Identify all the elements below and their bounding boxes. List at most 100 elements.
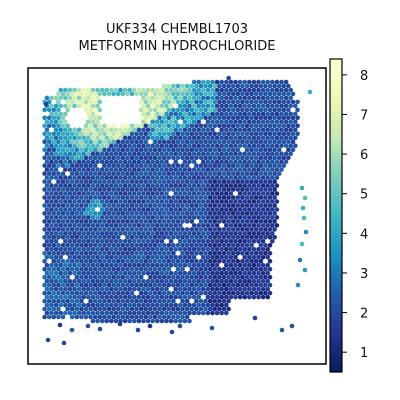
- spot: [258, 147, 264, 152]
- spot: [182, 127, 188, 133]
- spot: [138, 163, 144, 168]
- spot: [221, 266, 227, 272]
- spot: [138, 139, 144, 144]
- spot: [106, 203, 112, 208]
- spot: [161, 219, 167, 224]
- spot: [65, 107, 70, 113]
- spot: [148, 227, 153, 232]
- spot: [122, 87, 128, 93]
- spot: [134, 131, 139, 137]
- spot: [191, 310, 197, 316]
- spot: [118, 87, 123, 93]
- spot: [233, 199, 238, 204]
- spot: [72, 151, 77, 156]
- spot: [86, 135, 91, 141]
- spot: [253, 99, 259, 105]
- spot: [235, 107, 241, 113]
- spot: [251, 270, 257, 276]
- spot: [233, 183, 238, 188]
- spot: [171, 306, 176, 312]
- spot: [127, 135, 132, 141]
- spot: [228, 127, 234, 133]
- spot: [113, 87, 119, 93]
- spot: [145, 254, 151, 260]
- spot: [290, 123, 296, 129]
- spot: [141, 151, 146, 156]
- spot: [272, 219, 277, 224]
- spot: [256, 286, 261, 292]
- spot: [219, 79, 224, 85]
- spot: [251, 262, 257, 268]
- spot: [187, 119, 192, 125]
- spot: [148, 91, 153, 97]
- spot: [145, 262, 151, 268]
- spot: [171, 115, 176, 121]
- spot: [240, 107, 245, 113]
- spot: [97, 179, 103, 184]
- spot: [198, 274, 204, 280]
- spot: [58, 262, 63, 268]
- spot: [150, 167, 155, 172]
- spot: [237, 87, 243, 93]
- spot: [95, 119, 100, 125]
- spot: [138, 115, 144, 121]
- spot: [111, 274, 116, 280]
- spot: [134, 195, 139, 200]
- spot: [166, 163, 172, 168]
- spot: [113, 135, 119, 141]
- spot: [69, 163, 75, 168]
- spot: [109, 199, 114, 204]
- spot: [109, 167, 114, 172]
- spot: [113, 270, 119, 276]
- spot: [122, 302, 128, 308]
- spot: [67, 294, 73, 300]
- spot: [180, 274, 185, 280]
- spot: [106, 227, 112, 232]
- spot: [290, 147, 296, 152]
- spot: [237, 103, 243, 109]
- spot: [97, 243, 103, 248]
- spot: [63, 151, 68, 156]
- spot: [99, 191, 105, 196]
- spot: [247, 135, 252, 141]
- spot: [83, 306, 89, 312]
- spot: [159, 318, 165, 324]
- spot: [247, 87, 252, 93]
- spot: [125, 131, 130, 137]
- spot: [293, 127, 298, 133]
- spot: [237, 215, 243, 220]
- spot: [279, 327, 285, 333]
- spot: [127, 294, 132, 300]
- spot: [42, 258, 47, 264]
- spot: [247, 223, 252, 228]
- spot: [44, 270, 50, 276]
- spot: [249, 163, 254, 168]
- spot: [182, 310, 188, 316]
- spot: [201, 239, 206, 244]
- spot: [86, 87, 91, 93]
- spot: [79, 251, 84, 256]
- spot: [136, 135, 142, 141]
- spot: [265, 247, 271, 252]
- spot: [99, 183, 105, 188]
- spot: [270, 199, 275, 204]
- spot: [104, 247, 109, 252]
- spot: [152, 282, 158, 288]
- spot: [99, 318, 105, 324]
- spot: [240, 243, 245, 248]
- spot: [42, 163, 47, 168]
- spot: [74, 195, 80, 200]
- spot: [106, 235, 112, 240]
- spot: [83, 251, 89, 256]
- spot: [115, 91, 121, 97]
- spot: [168, 278, 174, 284]
- spot: [118, 262, 123, 268]
- spot: [63, 207, 68, 212]
- spot: [46, 195, 52, 200]
- spot: [161, 123, 167, 129]
- spot: [46, 171, 52, 176]
- spot: [217, 290, 222, 296]
- spot: [159, 215, 165, 220]
- spot: [221, 227, 227, 232]
- spot: [72, 135, 77, 141]
